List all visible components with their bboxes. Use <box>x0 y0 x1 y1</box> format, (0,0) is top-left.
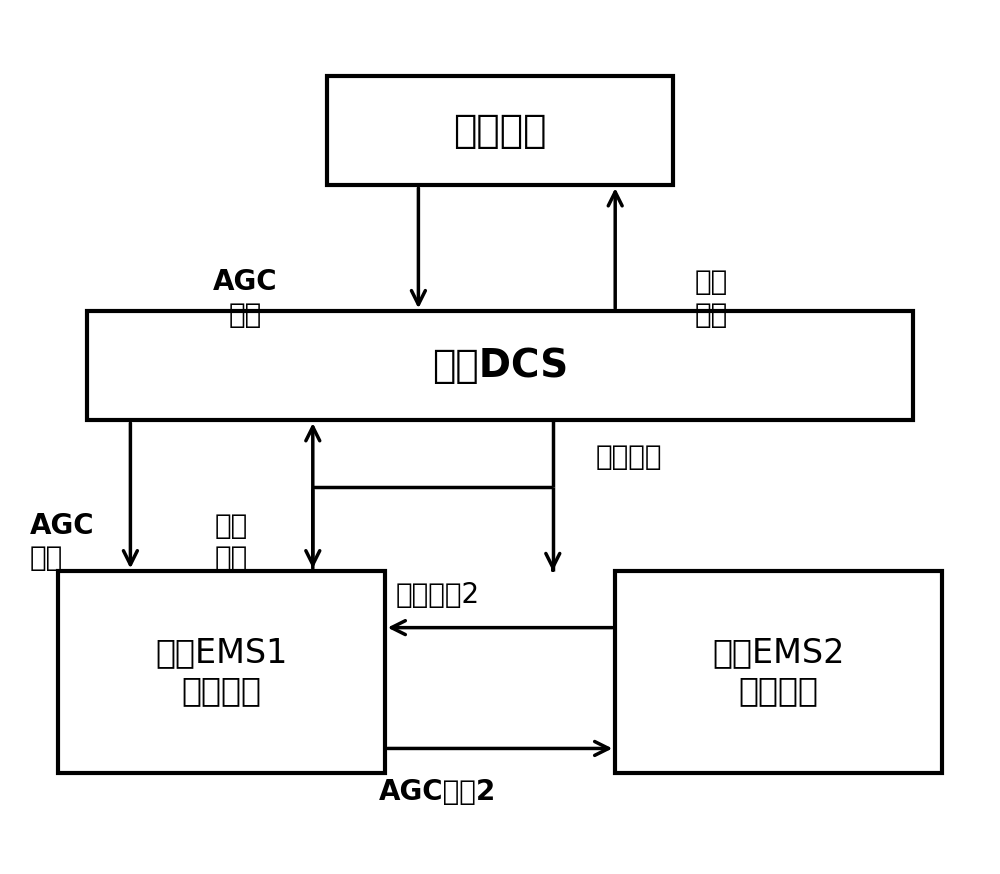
Text: AGC
指令: AGC 指令 <box>30 511 94 572</box>
Bar <box>58 572 385 773</box>
Text: 储能出力2: 储能出力2 <box>396 581 480 609</box>
Text: 联合
出力: 联合 出力 <box>695 268 728 329</box>
Text: 储能EMS2
（从站）: 储能EMS2 （从站） <box>712 636 845 708</box>
Text: AGC
指令: AGC 指令 <box>213 268 278 329</box>
Text: 储能EMS1
（主站）: 储能EMS1 （主站） <box>155 636 288 708</box>
Text: 机组出力: 机组出力 <box>596 442 662 470</box>
Text: AGC指令2: AGC指令2 <box>379 779 496 807</box>
Text: 调度中心: 调度中心 <box>453 112 547 149</box>
Bar <box>327 76 673 185</box>
Text: 储能
出力: 储能 出力 <box>215 511 248 572</box>
Bar <box>87 311 913 420</box>
Bar <box>615 572 942 773</box>
Text: 机组DCS: 机组DCS <box>432 347 568 385</box>
